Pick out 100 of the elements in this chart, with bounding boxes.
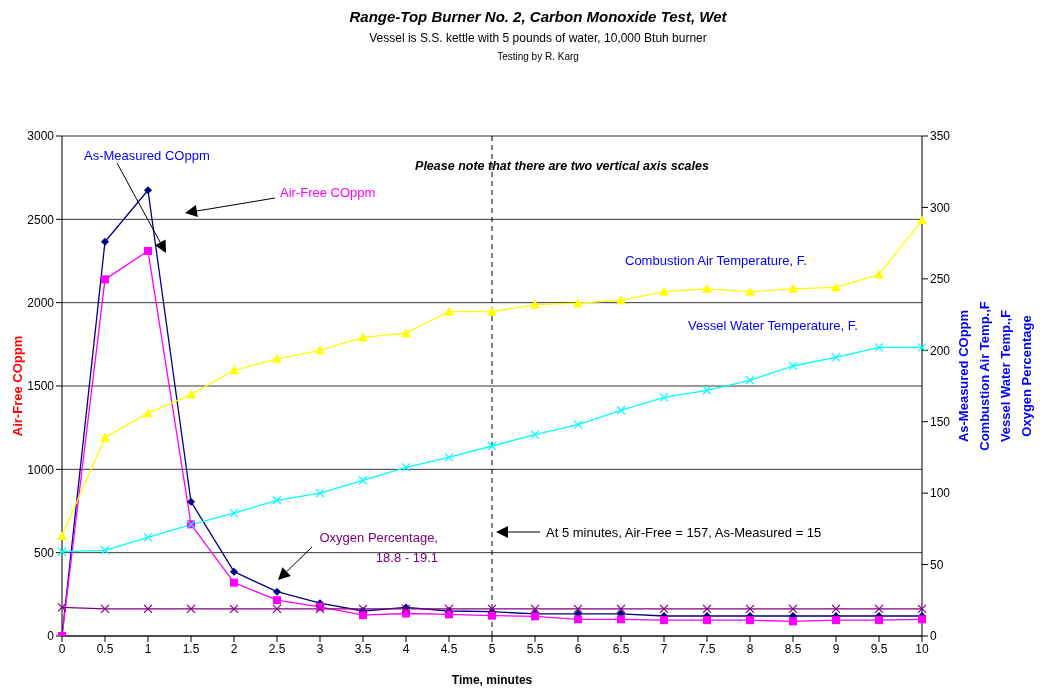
y-tick-label: 500 xyxy=(33,545,55,560)
point xyxy=(616,604,626,614)
point xyxy=(702,604,712,614)
chart-title: Range-Top Burner No. 2, Carbon Monoxide Test, Wet xyxy=(348,8,728,25)
point xyxy=(272,495,282,505)
point xyxy=(660,616,668,625)
x-tick-label: 7 xyxy=(660,641,668,656)
point xyxy=(100,604,110,614)
point xyxy=(917,215,927,225)
point xyxy=(617,615,625,624)
x-tick-label: 6.5 xyxy=(612,641,630,656)
x-tick-label: 0.5 xyxy=(96,641,114,656)
point xyxy=(487,306,497,316)
point xyxy=(229,365,239,375)
text: As-Measured COppm xyxy=(84,148,210,163)
y-tick-label: 3000 xyxy=(27,129,55,144)
point xyxy=(831,352,841,363)
point xyxy=(530,604,540,614)
point xyxy=(874,604,884,614)
y-axis-title: Air-Free COppm xyxy=(10,335,25,437)
y-tick-label: 2500 xyxy=(27,212,55,227)
point xyxy=(101,237,109,246)
point xyxy=(703,616,711,625)
point xyxy=(745,375,755,385)
point xyxy=(831,604,841,614)
point xyxy=(273,587,281,596)
x-tick-label: 4.5 xyxy=(440,641,458,656)
y-tick-label: 0 xyxy=(47,629,55,644)
point xyxy=(789,617,797,626)
point xyxy=(702,283,712,293)
point xyxy=(230,567,238,576)
point xyxy=(918,615,926,624)
point xyxy=(315,488,325,498)
text: Oxygen Percentage, 18.8 - 19.1 xyxy=(319,530,438,565)
point xyxy=(745,604,755,614)
point xyxy=(573,298,583,308)
text: Air-Free COppm xyxy=(280,185,376,200)
point xyxy=(186,389,196,399)
x-tick-label: 7.5 xyxy=(698,641,716,656)
point xyxy=(229,508,239,518)
x-tick-label: 9.5 xyxy=(870,641,888,656)
point xyxy=(788,283,798,293)
x-tick-label: 8 xyxy=(746,641,754,656)
x-tick-label: 4 xyxy=(402,641,410,656)
x-tick-label: 8.5 xyxy=(784,641,802,656)
x-tick-label: 2 xyxy=(230,641,238,656)
point xyxy=(616,295,626,305)
point xyxy=(488,611,496,620)
x-tick-label: 2.5 xyxy=(268,641,286,656)
point xyxy=(917,342,927,353)
point xyxy=(401,328,411,338)
point xyxy=(229,604,239,614)
x-tick-label: 5 xyxy=(488,641,496,656)
chart-subtitle: Vessel is S.S. kettle with 5 pounds of water, 10,000 Btuh burner xyxy=(368,31,708,45)
point xyxy=(272,353,282,363)
point xyxy=(144,247,152,255)
point xyxy=(702,385,712,395)
y2-tick-label: 100 xyxy=(930,486,951,501)
point xyxy=(659,286,669,296)
point xyxy=(574,615,582,624)
point xyxy=(746,616,754,625)
x-tick-label: 0 xyxy=(58,641,66,656)
point xyxy=(874,269,884,279)
point xyxy=(573,604,583,614)
x-tick-label: 6 xyxy=(574,641,582,656)
point xyxy=(832,616,840,625)
point xyxy=(616,405,626,415)
point xyxy=(487,441,497,451)
point xyxy=(444,306,454,316)
point xyxy=(143,604,153,614)
point xyxy=(788,604,798,614)
y2-tick-label: 250 xyxy=(930,272,951,287)
text: Testing by R. Karg xyxy=(496,51,580,62)
point xyxy=(659,604,669,614)
x-tick-label: 10 xyxy=(915,641,929,656)
y2-axis-title: As-Measured COppm Combustion Air Temp.,F Vessel Water Temp.,F Oxygen Percentage xyxy=(956,301,1034,451)
point xyxy=(659,392,669,403)
x-tick-label: 1 xyxy=(144,641,152,656)
point xyxy=(444,452,454,463)
point xyxy=(144,186,152,195)
x-tick-label: 3 xyxy=(316,641,324,656)
point xyxy=(530,299,540,309)
y-tick-label: 1500 xyxy=(27,379,55,394)
annotation: At 5 minutes, Air-Free = 157, As-Measured = 15 xyxy=(546,525,822,540)
y2-tick-label: 50 xyxy=(930,557,944,572)
point xyxy=(788,361,798,371)
point xyxy=(143,532,153,543)
point xyxy=(530,429,540,440)
point xyxy=(917,604,927,614)
point xyxy=(401,462,411,473)
point xyxy=(358,475,368,485)
point xyxy=(272,604,282,614)
y-tick-label: 2000 xyxy=(27,295,55,310)
point xyxy=(874,342,884,353)
y2-tick-label: 150 xyxy=(930,414,951,429)
x-tick-label: 1.5 xyxy=(182,641,200,656)
point xyxy=(57,602,67,613)
x-tick-label: 9 xyxy=(832,641,840,656)
point xyxy=(143,408,153,418)
point xyxy=(273,596,281,605)
